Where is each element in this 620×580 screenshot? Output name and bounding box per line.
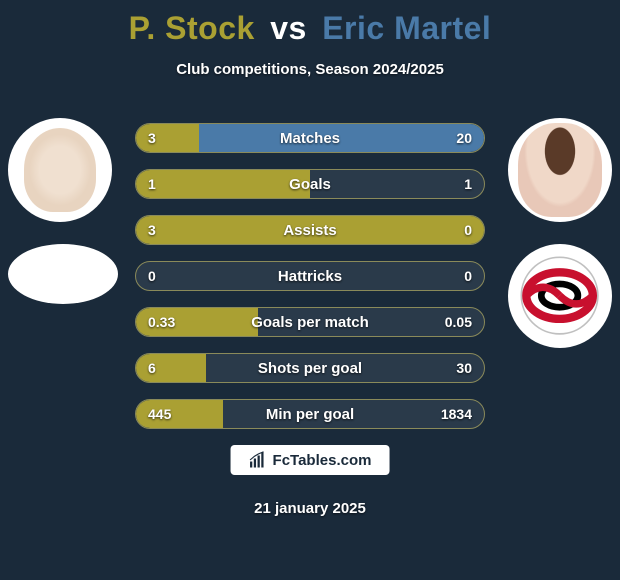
comparison-title: P. Stock vs Eric Martel xyxy=(0,0,620,47)
player2-avatar xyxy=(508,118,612,222)
player1-name: P. Stock xyxy=(129,10,255,46)
stat-label: Goals xyxy=(136,170,484,198)
stat-row: 0.33Goals per match0.05 xyxy=(135,307,485,337)
stat-value-right: 0 xyxy=(464,216,472,244)
stat-bars: 3Matches201Goals13Assists00Hattricks00.3… xyxy=(135,123,485,445)
stat-label: Assists xyxy=(136,216,484,244)
player1-silhouette-icon xyxy=(24,128,97,211)
player2-club-badge xyxy=(508,244,612,348)
stat-row: 0Hattricks0 xyxy=(135,261,485,291)
stat-value-right: 1 xyxy=(464,170,472,198)
player1-avatar xyxy=(8,118,112,222)
stat-row: 3Assists0 xyxy=(135,215,485,245)
stat-row: 1Goals1 xyxy=(135,169,485,199)
stat-label: Matches xyxy=(136,124,484,152)
right-avatar-column xyxy=(508,118,612,370)
player2-silhouette-icon xyxy=(518,123,601,217)
stat-label: Hattricks xyxy=(136,262,484,290)
vs-text: vs xyxy=(270,10,307,46)
stat-value-right: 1834 xyxy=(441,400,472,428)
left-avatar-column xyxy=(8,118,118,326)
stat-value-right: 30 xyxy=(456,354,472,382)
site-name: FcTables.com xyxy=(273,452,372,469)
stat-value-right: 20 xyxy=(456,124,472,152)
stat-label: Min per goal xyxy=(136,400,484,428)
chart-icon xyxy=(249,451,267,469)
stat-row: 6Shots per goal30 xyxy=(135,353,485,383)
player1-club-badge xyxy=(8,244,118,304)
stat-row: 3Matches20 xyxy=(135,123,485,153)
hurricane-logo-icon xyxy=(518,254,601,337)
stat-value-right: 0.05 xyxy=(445,308,472,336)
footer-date: 21 january 2025 xyxy=(0,500,620,517)
stat-row: 445Min per goal1834 xyxy=(135,399,485,429)
stat-value-right: 0 xyxy=(464,262,472,290)
stat-label: Goals per match xyxy=(136,308,484,336)
subtitle: Club competitions, Season 2024/2025 xyxy=(0,61,620,78)
site-badge: FcTables.com xyxy=(231,445,390,475)
player2-name: Eric Martel xyxy=(322,10,491,46)
stat-label: Shots per goal xyxy=(136,354,484,382)
